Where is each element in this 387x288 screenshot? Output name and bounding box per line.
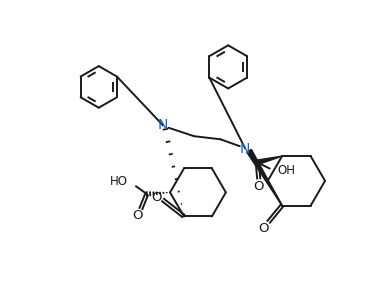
Text: HO: HO [110, 175, 128, 188]
Text: O: O [132, 209, 143, 222]
Polygon shape [247, 149, 282, 206]
Text: O: O [258, 222, 269, 235]
Text: O: O [253, 181, 264, 194]
Polygon shape [257, 156, 282, 164]
Text: OH: OH [277, 164, 295, 177]
Text: N: N [240, 141, 250, 156]
Text: N: N [158, 118, 168, 132]
Text: O: O [152, 192, 162, 204]
